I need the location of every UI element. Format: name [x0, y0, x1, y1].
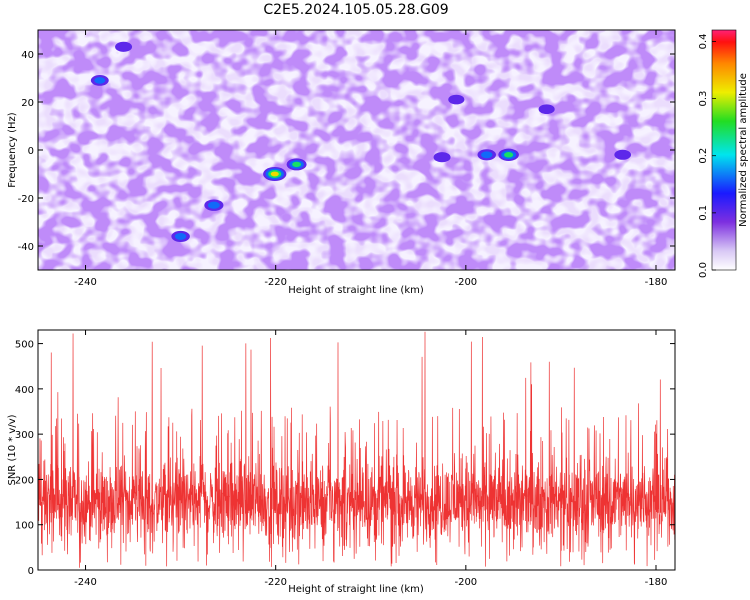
snr-x-tick-label: -220: [264, 577, 287, 588]
heatmap-y-ticks: -40 -20 0 20 40: [18, 50, 675, 253]
chart-title: C2E5.2024.105.05.28.G09: [263, 2, 448, 18]
heatmap-x-tick-label: -240: [74, 277, 97, 288]
heatmap-hotspot: [433, 152, 451, 163]
heatmap-hotspot: [504, 152, 514, 158]
heatmap-y-tick-label: -40: [18, 242, 34, 253]
snr-y-tick-label: 100: [15, 521, 34, 532]
heatmap-hotspot: [614, 149, 632, 160]
colorbar-tick-label: 0.2: [698, 148, 709, 164]
snr-x-axis-label: Height of straight line (km): [288, 584, 424, 595]
snr-x-tick-label: -240: [74, 577, 97, 588]
snr-x-tick-label: -180: [645, 577, 668, 588]
colorbar-tick-label: 0.1: [698, 205, 709, 221]
colorbar-tick-label: 0.4: [698, 33, 709, 49]
snr-x-tick-label: -200: [454, 577, 477, 588]
heatmap-y-axis-label: Frequency (Hz): [7, 112, 18, 188]
heatmap-y-tick-label: 0: [28, 146, 34, 157]
colorbar-gradient: [711, 29, 737, 271]
heatmap-x-axis-label: Height of straight line (km): [288, 285, 424, 296]
colorbar: 0.0 0.1 0.2 0.3 0.4 Normalized spectral ampl…: [698, 29, 749, 278]
snr-y-tick-label: 0: [28, 566, 34, 577]
colorbar-tick-label: 0.3: [698, 91, 709, 107]
heatmap-y-tick-label: -20: [18, 194, 34, 205]
snr-y-tick-label: 300: [15, 430, 34, 441]
heatmap-hotspot: [292, 161, 302, 168]
heatmap-hotspot: [481, 151, 493, 159]
snr-y-tick-label: 200: [15, 475, 34, 486]
heatmap-hotspot: [448, 94, 465, 105]
snr-y-ticks: 0 100 200 300 400 500: [15, 340, 675, 577]
snr-frame: [37, 329, 676, 571]
heatmap-x-ticks: -240 -220 -200 -180: [74, 30, 667, 288]
colorbar-ticks: 0.0 0.1 0.2 0.3 0.4: [698, 33, 716, 278]
heatmap-hotspot: [94, 77, 106, 84]
snr-trace-line: [38, 331, 675, 568]
heatmap-y-tick-label: 40: [21, 50, 34, 61]
snr-y-tick-label: 400: [15, 385, 34, 396]
heatmap-hotspot: [538, 104, 555, 115]
snr-y-axis-label: SNR (10 * v/v): [7, 414, 18, 485]
heatmap-hotspot: [208, 201, 220, 209]
heatmap-hotspot: [270, 171, 279, 177]
heatmap-x-tick-label: -220: [264, 277, 287, 288]
heatmap-hotspot: [115, 41, 133, 52]
colorbar-label: Normalized spectral amplitude: [738, 73, 749, 227]
heatmap-hotspots: [90, 41, 632, 242]
colorbar-tick-label: 0.0: [698, 262, 709, 278]
heatmap-texture: [38, 30, 675, 270]
snr-panel: -240 -220 -200 -180 0 100 200 300 400 500 Height…: [7, 329, 676, 595]
snr-y-tick-label: 500: [15, 340, 34, 351]
heatmap-hotspot: [174, 232, 187, 240]
heatmap-x-tick-label: -180: [645, 277, 668, 288]
heatmap-x-tick-label: -200: [454, 277, 477, 288]
heatmap-y-tick-label: 20: [21, 98, 34, 109]
snr-x-ticks: -240 -220 -200 -180: [74, 330, 667, 588]
